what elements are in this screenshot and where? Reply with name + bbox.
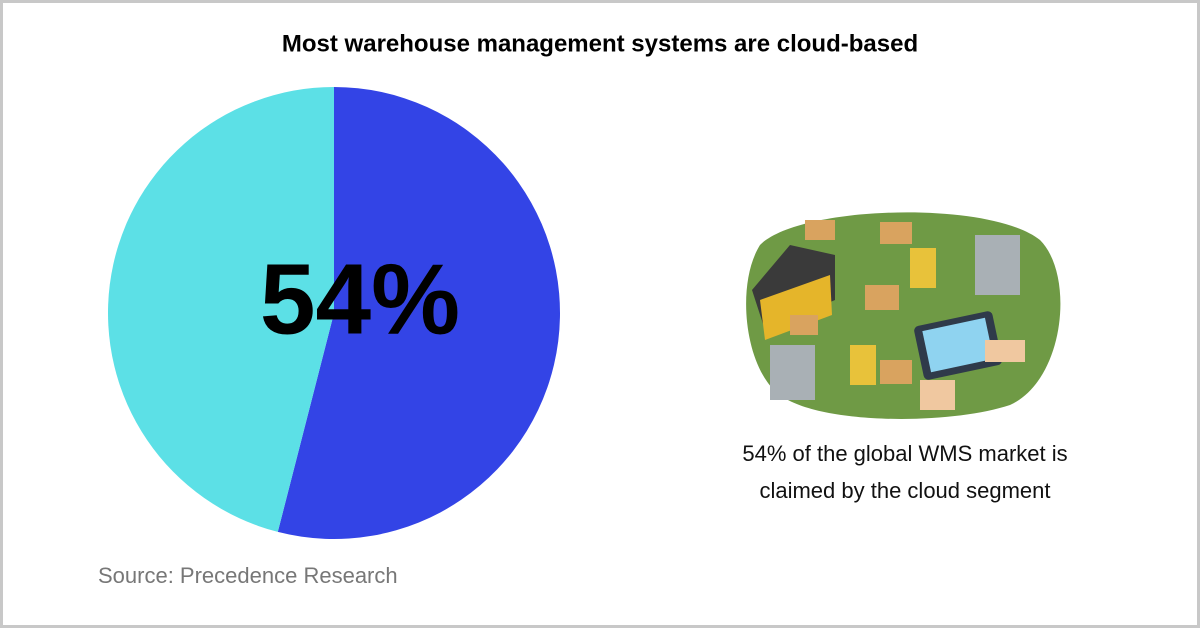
annotation-line: claimed by the cloud segment bbox=[759, 478, 1050, 503]
pie-slice bbox=[108, 87, 334, 532]
annotation-line: 54% of the global WMS market is bbox=[742, 441, 1067, 466]
pie-slice bbox=[277, 87, 561, 539]
chart-title: Most warehouse management systems are cl… bbox=[282, 30, 918, 57]
value-label: 54% bbox=[260, 243, 460, 355]
source: Source: Precedence Research bbox=[98, 563, 398, 588]
pie: 54% bbox=[108, 87, 561, 539]
illustration bbox=[746, 212, 1061, 419]
